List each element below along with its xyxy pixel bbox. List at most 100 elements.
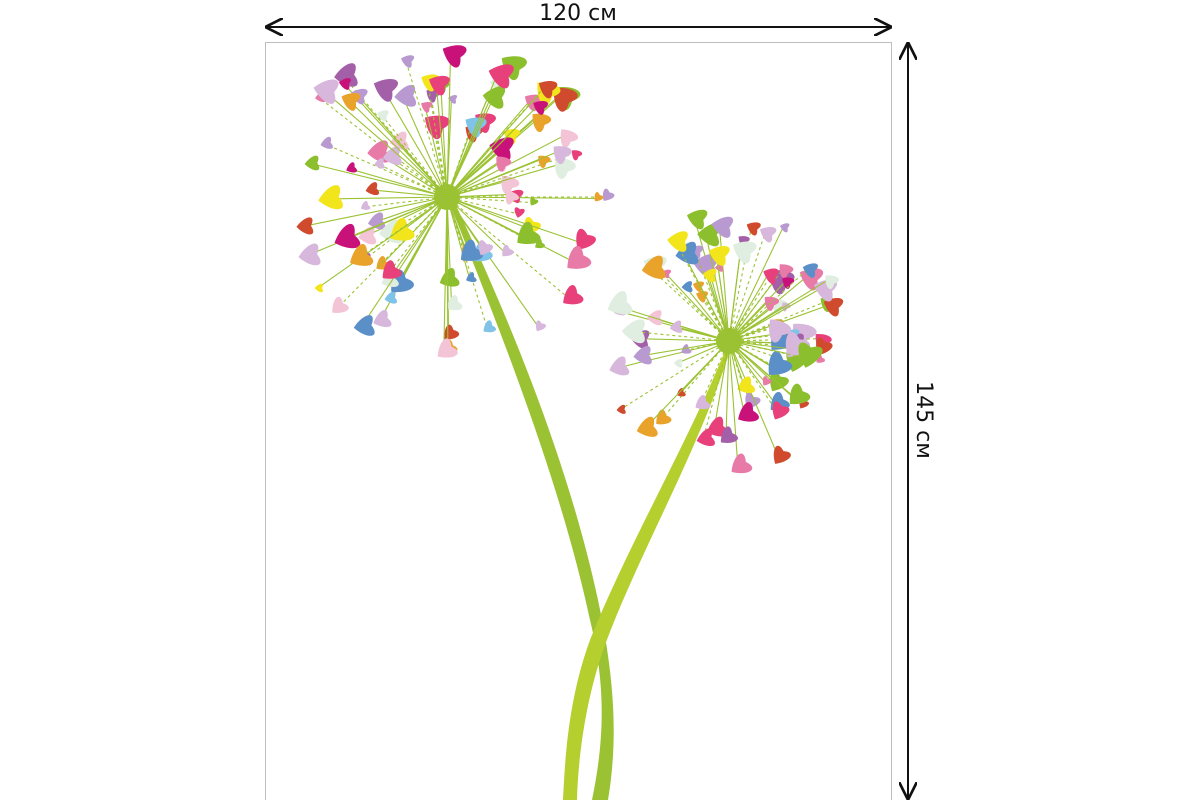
- heart: [560, 129, 579, 148]
- width-label: 120 см: [539, 1, 617, 26]
- heart: [533, 101, 548, 115]
- ray: [446, 163, 562, 198]
- ray: [446, 196, 525, 239]
- heart: [353, 315, 375, 336]
- heart: [732, 241, 757, 264]
- heart: [384, 291, 398, 304]
- ray: [664, 272, 730, 342]
- flowers: [296, 45, 844, 474]
- heart: [667, 231, 688, 252]
- heart: [676, 388, 686, 397]
- ray: [446, 150, 560, 198]
- heart: [538, 81, 558, 99]
- ray: [435, 82, 448, 198]
- heart: [675, 241, 699, 265]
- ray: [728, 340, 779, 414]
- ray: [446, 152, 576, 198]
- ray: [446, 196, 453, 306]
- ray: [702, 340, 730, 440]
- heart: [382, 260, 402, 279]
- ray: [363, 196, 448, 261]
- heart: [346, 162, 358, 173]
- ray: [363, 196, 448, 208]
- ray: [674, 240, 730, 342]
- heart: [633, 346, 652, 365]
- heart: [621, 319, 645, 344]
- ray: [728, 278, 830, 342]
- heart: [535, 320, 547, 332]
- heart: [365, 182, 380, 196]
- heart: [442, 45, 467, 68]
- heart: [532, 113, 552, 133]
- heart: [673, 358, 683, 368]
- ray: [387, 196, 448, 274]
- ray: [310, 162, 448, 198]
- heart: [782, 277, 795, 289]
- heart: [373, 309, 392, 328]
- heart: [686, 209, 708, 230]
- heart: [692, 281, 705, 293]
- heart: [669, 320, 683, 333]
- heart: [514, 207, 525, 218]
- ray: [728, 332, 792, 342]
- heart: [706, 416, 728, 437]
- heart: [802, 263, 818, 278]
- ray: [349, 168, 448, 198]
- heart: [768, 351, 793, 375]
- ray: [446, 196, 506, 254]
- heart: [696, 428, 715, 447]
- ray: [322, 89, 448, 198]
- heart: [779, 264, 794, 279]
- heart: [738, 402, 759, 422]
- ray: [446, 73, 499, 198]
- heart: [360, 201, 371, 210]
- ray: [446, 105, 539, 198]
- heart: [298, 243, 321, 266]
- ray: [683, 254, 730, 342]
- heart: [572, 150, 583, 161]
- heart: [320, 136, 333, 149]
- heart: [789, 383, 811, 404]
- ray: [343, 196, 448, 240]
- heart: [496, 156, 512, 172]
- ray: [386, 196, 448, 282]
- heart: [400, 55, 415, 68]
- ray: [446, 118, 539, 198]
- ray: [630, 330, 730, 342]
- heart: [609, 356, 630, 376]
- ray: [693, 250, 730, 342]
- heart: [332, 296, 349, 313]
- ray: [446, 196, 530, 230]
- heart: [553, 146, 572, 165]
- heart: [296, 217, 314, 235]
- ray: [446, 196, 583, 244]
- ray: [443, 196, 448, 353]
- heart: [517, 221, 541, 244]
- heart: [505, 190, 519, 205]
- heart: [711, 216, 734, 238]
- ray: [446, 194, 510, 198]
- ray: [728, 231, 766, 342]
- heart: [702, 268, 717, 283]
- heart: [825, 275, 840, 289]
- heart: [478, 240, 494, 256]
- ray: [402, 96, 448, 198]
- heart: [594, 192, 604, 202]
- heart: [304, 155, 320, 171]
- ray: [336, 196, 448, 309]
- ray: [728, 301, 826, 342]
- heart: [488, 64, 514, 89]
- heart: [681, 344, 692, 354]
- ray: [615, 305, 730, 342]
- ray: [725, 340, 730, 439]
- flower-center: [716, 328, 742, 354]
- heart: [377, 110, 389, 122]
- heart: [641, 255, 666, 279]
- stem: [563, 341, 733, 800]
- ray: [356, 94, 448, 198]
- heart: [681, 281, 693, 293]
- ray: [640, 340, 730, 357]
- ray: [302, 196, 448, 227]
- ray: [446, 52, 452, 198]
